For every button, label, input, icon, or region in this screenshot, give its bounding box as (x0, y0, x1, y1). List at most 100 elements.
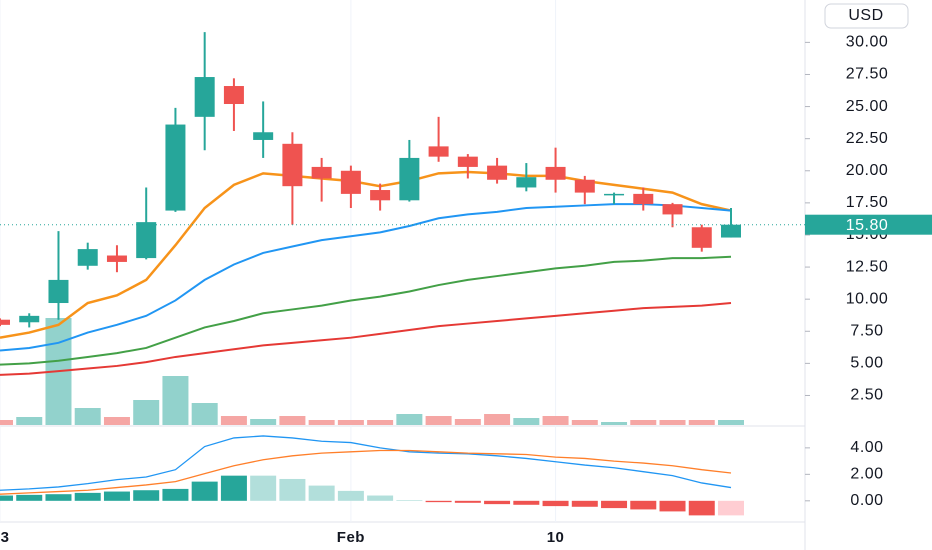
macd-histogram-bar (542, 500, 569, 507)
y-tick-label: 12.50 (846, 258, 889, 275)
candle-body (136, 222, 157, 259)
macd-line (0, 435, 732, 491)
volume-bar (133, 400, 160, 425)
candle-body (574, 179, 595, 193)
macd-histogram-bar (103, 491, 130, 501)
candle-body (19, 315, 40, 323)
candle-body (282, 143, 303, 187)
macd-histogram-bar (279, 478, 306, 501)
macd-histogram-bar (16, 494, 43, 501)
macd-histogram-bar (0, 495, 13, 501)
volume-bar (0, 420, 13, 425)
candle-body (340, 170, 361, 194)
volume-bar (367, 420, 394, 425)
volume-bar (659, 420, 686, 425)
volume-bar (601, 422, 628, 425)
y-tick-label: 2.00 (850, 466, 883, 483)
macd-histogram-bar (601, 500, 628, 509)
y-tick-label: 25.00 (846, 98, 889, 115)
volume-bar (162, 376, 189, 425)
macd-histogram-bar (513, 500, 540, 505)
moving-average-line (0, 170, 732, 339)
y-tick-label: 20.00 (846, 162, 889, 179)
macd-histogram-bar (425, 500, 452, 503)
y-tick-label: 4.00 (850, 439, 883, 456)
y-tick-label: 27.50 (846, 66, 889, 83)
candle-body (721, 224, 741, 238)
macd-histogram-bar (571, 500, 598, 507)
y-tick-label: 10.00 (846, 290, 889, 307)
macd-histogram-bar (718, 500, 744, 516)
macd-histogram-bar (688, 500, 715, 516)
last-price-tag (805, 214, 932, 235)
volume-bar (718, 420, 744, 425)
candle-body (253, 132, 274, 140)
macd-line (0, 449, 732, 495)
candle-body (370, 190, 391, 201)
macd-histogram-bar (337, 490, 364, 501)
x-tick-label: 10 (547, 529, 565, 546)
macd-histogram-bar (220, 475, 247, 501)
moving-average-line (0, 302, 732, 376)
macd-histogram-bar (396, 500, 423, 501)
candle-body (691, 227, 712, 248)
macd-histogram-bar (45, 494, 72, 501)
volume-bar (396, 414, 423, 425)
volume-bar (16, 417, 43, 425)
y-tick-label: 5.00 (850, 355, 883, 372)
candle-body (457, 156, 478, 167)
volume-bar (337, 420, 364, 425)
y-tick-label: 30.00 (846, 34, 889, 51)
volume-bar (571, 420, 598, 425)
y-tick-label: 7.50 (850, 322, 883, 339)
candle-body (399, 157, 420, 201)
x-tick-label: 3 (1, 529, 10, 546)
volume-bar (279, 416, 306, 425)
y-tick-label: 2.50 (850, 387, 883, 404)
macd-histogram-bar (454, 500, 481, 503)
candle-body (604, 193, 625, 196)
candle-body (428, 146, 449, 157)
candle-body (487, 165, 508, 180)
macd-histogram-bar (250, 475, 277, 501)
volume-bar (454, 419, 481, 425)
currency-label[interactable]: USD (848, 7, 883, 24)
volume-bar (630, 420, 657, 425)
volume-bar (220, 416, 247, 425)
volume-bar (308, 420, 335, 425)
candle-body (165, 124, 186, 211)
candle-body (633, 193, 654, 205)
y-tick-label: 0.00 (850, 492, 883, 509)
volume-bar (74, 408, 101, 425)
candle-body (545, 166, 566, 180)
x-tick-label: Feb (337, 529, 365, 546)
volume-bar (191, 403, 218, 425)
macd-histogram-bar (367, 495, 394, 501)
last-price-label: 15.80 (846, 217, 889, 234)
candle-body (0, 319, 10, 325)
volume-bar (425, 416, 452, 425)
candle-body (194, 77, 215, 117)
macd-histogram-bar (133, 490, 160, 501)
volume-bar (513, 418, 540, 425)
volume-bar (250, 419, 277, 425)
macd-histogram-bar (74, 492, 101, 501)
candle-body (311, 166, 332, 179)
moving-average-line (0, 203, 732, 352)
moving-average-line (0, 255, 732, 366)
currency-button[interactable] (824, 3, 909, 29)
macd-histogram-bar (191, 481, 218, 501)
candle-body (662, 204, 683, 215)
volume-bar (688, 420, 715, 425)
candle-body (77, 249, 98, 266)
y-tick-label: 22.50 (846, 130, 889, 147)
candle-body (516, 177, 537, 188)
candle-body (223, 86, 244, 105)
macd-histogram-bar (659, 500, 686, 512)
volume-bar (542, 416, 569, 425)
macd-histogram-bar (484, 500, 511, 505)
volume-bar (103, 417, 130, 425)
macd-histogram-bar (630, 500, 657, 510)
volume-bar (484, 414, 511, 425)
